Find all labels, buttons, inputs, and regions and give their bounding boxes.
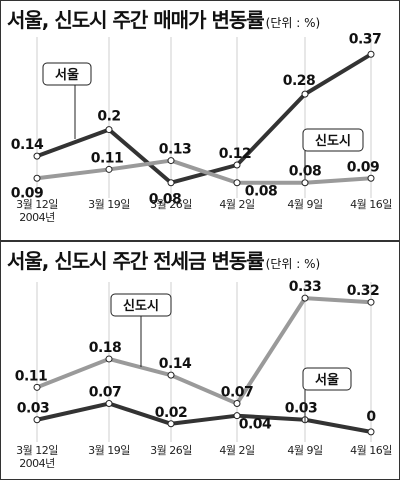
data-label: 0.03 <box>17 401 50 417</box>
tick-label: 4월 9일 <box>287 443 323 457</box>
legend-box <box>110 293 172 317</box>
data-label: 0.37 <box>349 31 382 47</box>
data-point <box>233 161 241 169</box>
tick-label: 3월 26일 <box>150 197 192 211</box>
data-label: 0.13 <box>159 142 192 158</box>
data-point <box>33 416 41 424</box>
data-label: 0.14 <box>159 356 192 372</box>
year-label: 2004년 <box>19 457 55 470</box>
data-point <box>367 174 375 182</box>
data-label: 0.03 <box>285 401 318 417</box>
data-point <box>233 179 241 187</box>
chart-title-jeonse: 서울, 신도시 주간 전세금 변동률 (단위 : %) <box>7 245 320 274</box>
series-line <box>36 158 372 185</box>
data-point <box>367 50 375 58</box>
data-label: 0.09 <box>11 185 44 201</box>
tick-label: 3월 19일 <box>88 443 130 457</box>
tick-label: 4월 16일 <box>350 197 392 211</box>
data-label: 0.07 <box>89 385 122 401</box>
data-label: 0.12 <box>219 146 252 162</box>
data-label: 0.09 <box>347 159 380 175</box>
tick-label: 4월 16일 <box>350 443 392 457</box>
data-label: 0.28 <box>283 73 316 89</box>
tick-label: 3월 12일 <box>16 197 58 211</box>
tick-label: 4월 2일 <box>219 197 255 211</box>
title-text: 서울, 신도시 주간 전세금 변동률 <box>7 249 265 273</box>
unit-label: (단위 : %) <box>265 16 321 30</box>
tick-label: 3월 19일 <box>88 197 130 211</box>
data-label: 0.08 <box>245 184 278 200</box>
data-point <box>105 126 113 134</box>
data-label: 0.04 <box>239 417 272 433</box>
tick-label: 3월 12일 <box>16 443 58 457</box>
unit-label: (단위 : %) <box>265 257 321 271</box>
data-point <box>301 179 309 187</box>
data-point <box>233 400 241 408</box>
data-point <box>33 152 41 160</box>
data-point <box>33 383 41 391</box>
title-text: 서울, 신도시 주간 매매가 변동률 <box>7 8 265 32</box>
tick-label: 4월 9일 <box>287 197 323 211</box>
data-point <box>301 294 309 302</box>
series-line <box>36 296 372 406</box>
data-label: 0.33 <box>289 279 322 295</box>
data-point <box>367 298 375 306</box>
jeonse-chart: 0.03 0.07 0.02 0.04 0.03 0 0.11 0.18 0.14 0.07 0.3… <box>15 279 393 470</box>
data-label: 0.11 <box>15 368 48 384</box>
data-point <box>367 428 375 436</box>
data-point <box>233 412 241 420</box>
legend-label: 서울 <box>315 372 339 388</box>
data-point <box>301 90 309 98</box>
data-label: 0.2 <box>97 109 120 125</box>
legend-box <box>42 62 92 86</box>
data-point <box>105 400 113 408</box>
data-point <box>167 157 175 165</box>
data-label: 0.07 <box>221 385 254 401</box>
legend-box <box>302 128 364 152</box>
legend-label: 서울 <box>55 67 79 83</box>
chart-panel-sale: 0.14 0.2 0.08 0.12 0.28 0.37 0.09 0.11 0.13 0.08 0… <box>1 1 399 239</box>
data-label: 0.11 <box>91 150 124 166</box>
legend-box <box>302 367 352 391</box>
year-label: 2004년 <box>19 211 55 224</box>
data-point <box>167 371 175 379</box>
data-label: 0.02 <box>155 405 188 421</box>
data-point <box>105 355 113 363</box>
legend-label: 신도시 <box>315 134 351 149</box>
sale-chart: 0.14 0.2 0.08 0.12 0.28 0.37 0.09 0.11 0.13 0.08 0… <box>11 31 393 224</box>
tick-label: 3월 26일 <box>150 443 192 457</box>
data-point <box>167 420 175 428</box>
series-line <box>36 52 373 185</box>
data-label: 0 <box>366 409 376 425</box>
data-label: 0.14 <box>11 137 44 153</box>
tick-label: 4월 2일 <box>219 443 255 457</box>
legend-label: 신도시 <box>123 299 159 314</box>
data-point <box>33 174 41 182</box>
chart-title-sale: 서울, 신도시 주간 매매가 변동률 (단위 : %) <box>7 4 320 33</box>
series-line <box>36 401 372 434</box>
chart-panel-jeonse: 0.03 0.07 0.02 0.04 0.03 0 0.11 0.18 0.14 0.07 0.3… <box>1 240 399 480</box>
data-point <box>105 165 113 173</box>
data-point <box>167 179 175 187</box>
data-label: 0.08 <box>149 192 182 208</box>
data-label: 0.18 <box>89 340 122 356</box>
data-label: 0.32 <box>347 283 380 299</box>
